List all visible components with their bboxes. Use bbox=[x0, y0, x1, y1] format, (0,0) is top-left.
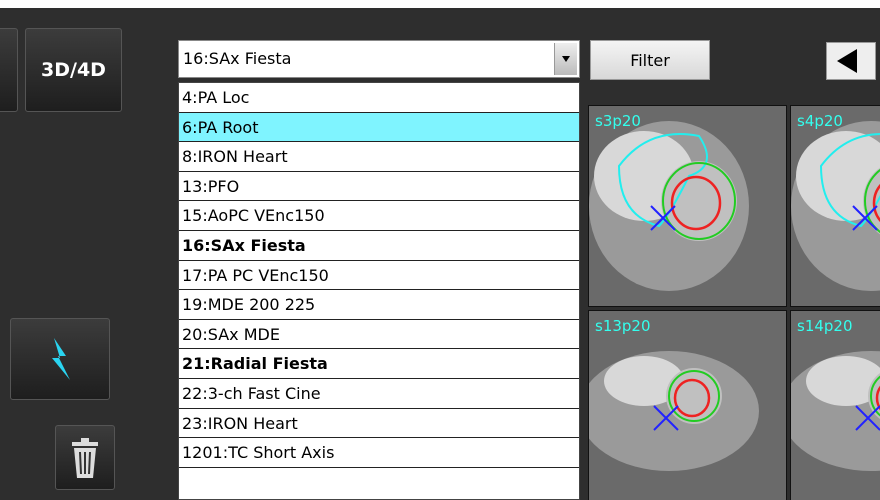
thumbnail[interactable]: s13p20 bbox=[588, 310, 787, 500]
list-item[interactable]: 15:AoPC VEnc150 bbox=[179, 201, 579, 231]
thumbnail[interactable]: s4p20 bbox=[790, 105, 880, 307]
list-item[interactable]: 1201:TC Short Axis bbox=[179, 438, 579, 468]
list-item[interactable]: 8:IRON Heart bbox=[179, 142, 579, 172]
thumbnail[interactable]: s3p20 bbox=[588, 105, 787, 307]
dropdown-text: 16:SAx Fiesta bbox=[183, 49, 292, 68]
thumbnail-label: s4p20 bbox=[797, 112, 843, 130]
scan-image bbox=[791, 311, 880, 500]
auto-button[interactable] bbox=[10, 318, 110, 400]
list-item[interactable]: 6:PA Root bbox=[179, 112, 579, 143]
partial-button[interactable] bbox=[0, 28, 18, 112]
filter-button[interactable]: Filter bbox=[590, 40, 710, 80]
list-item[interactable]: 19:MDE 200 225 bbox=[179, 290, 579, 320]
list-item[interactable]: 21:Radial Fiesta bbox=[179, 349, 579, 379]
list-item[interactable]: 17:PA PC VEnc150 bbox=[179, 261, 579, 291]
view-button[interactable]: 3D/4D bbox=[25, 28, 122, 112]
thumbnail-label: s13p20 bbox=[595, 317, 651, 335]
dropdown-arrow[interactable] bbox=[554, 43, 577, 75]
arrow-icon bbox=[562, 56, 570, 62]
scan-image bbox=[791, 106, 880, 306]
prev-icon bbox=[837, 49, 857, 73]
list-item[interactable]: 4:PA Loc bbox=[179, 83, 579, 113]
lightning-icon bbox=[52, 338, 70, 380]
list-item[interactable]: 23:IRON Heart bbox=[179, 409, 579, 439]
series-dropdown[interactable]: 16:SAx Fiesta bbox=[178, 40, 580, 78]
thumbnail-label: s14p20 bbox=[797, 317, 853, 335]
app-window: 3D/4D 16:SAx Fiesta Filter s3p20 bbox=[0, 8, 880, 500]
delete-button[interactable] bbox=[55, 425, 115, 490]
list-item[interactable]: 13:PFO bbox=[179, 172, 579, 202]
prev-button[interactable] bbox=[826, 42, 876, 80]
series-list: 4:PA Loc 6:PA Root 8:IRON Heart 13:PFO 15:Ao… bbox=[178, 82, 580, 500]
thumbnail[interactable]: s14p20 bbox=[790, 310, 880, 500]
list-item[interactable]: 20:SAx MDE bbox=[179, 320, 579, 350]
thumbnail-label: s3p20 bbox=[595, 112, 641, 130]
list-item[interactable]: 22:3-ch Fast Cine bbox=[179, 379, 579, 409]
scan-image bbox=[589, 311, 786, 500]
scan-image bbox=[589, 106, 786, 306]
trash-icon bbox=[72, 437, 98, 478]
list-item[interactable]: 16:SAx Fiesta bbox=[179, 231, 579, 261]
